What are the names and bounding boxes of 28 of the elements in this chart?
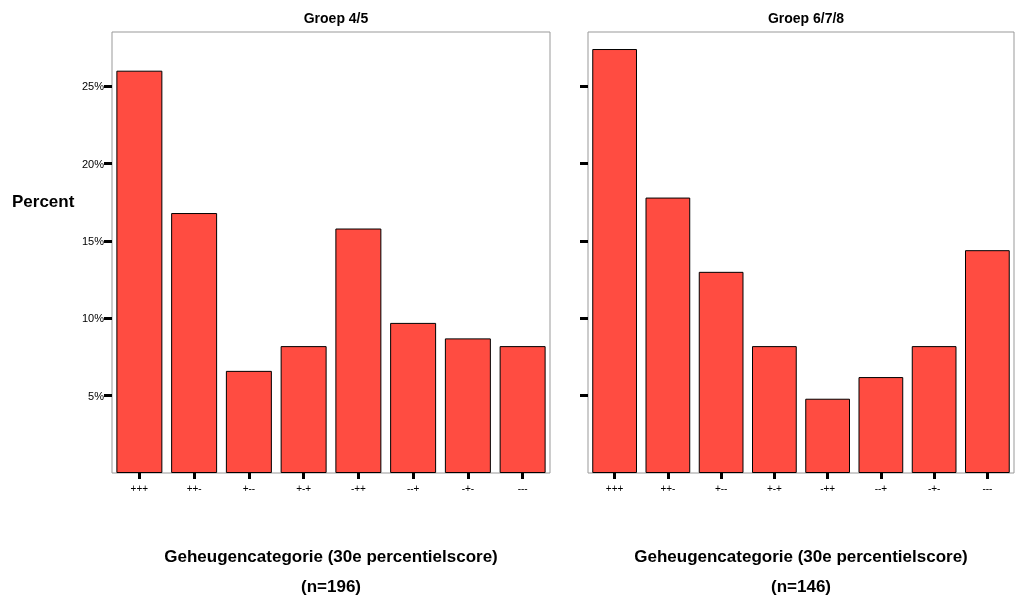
x-tick-label: +-- — [242, 482, 256, 494]
x-tick-label: +++ — [130, 482, 149, 494]
x-tick-label: --- — [982, 482, 993, 494]
x-tick-label: ++- — [660, 482, 676, 494]
text: (n=196) — [301, 577, 361, 596]
chart-title: Groep 6/7/8 — [767, 10, 845, 26]
x-tick-label: +++ — [605, 482, 624, 494]
x-tick-label: -+- — [461, 482, 475, 494]
y-tick-label: 15% — [81, 234, 105, 247]
chart-title: Groep 4/5 — [303, 10, 369, 26]
y-tick-label: 25% — [81, 80, 105, 93]
y-tick-label: 20% — [81, 157, 105, 170]
x-tick-label: --+ — [406, 482, 420, 494]
x-tick-label: ++- — [186, 482, 202, 494]
x-axis-title: Geheugencategorie (30e percentielscore) — [634, 547, 968, 566]
y-tick-label: 10% — [81, 312, 105, 325]
x-tick-label: +-+ — [766, 482, 783, 494]
y-axis-title: Percent — [12, 192, 75, 211]
x-axis-title: Geheugencategorie (30e percentielscore) — [164, 547, 498, 566]
x-tick-label: --+ — [874, 482, 888, 494]
x-tick-label: -++ — [350, 482, 367, 494]
text: (n=146) — [771, 577, 831, 596]
y-tick-label: 5% — [88, 389, 105, 402]
x-tick-label: +-- — [714, 482, 728, 494]
x-tick-label: --- — [517, 482, 528, 494]
x-tick-label: -+- — [927, 482, 941, 494]
x-tick-label: +-+ — [296, 482, 312, 494]
x-tick-label: -++ — [820, 482, 836, 494]
